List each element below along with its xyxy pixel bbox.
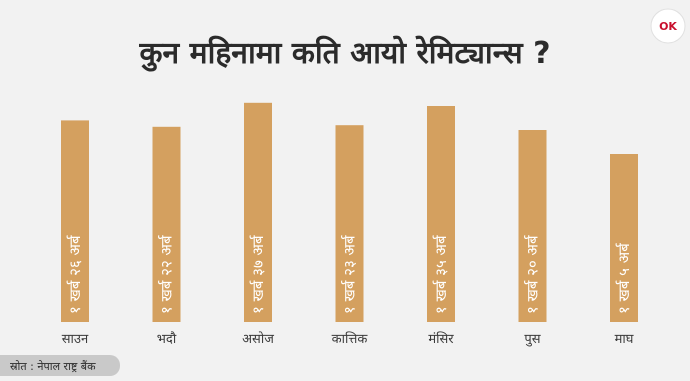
bar-value-label-4: १ खर्ब २३ अर्ब bbox=[341, 234, 359, 314]
bar-5 bbox=[427, 106, 455, 322]
bar-6 bbox=[518, 130, 547, 322]
bar-value-label-2: १ खर्ब २२ अर्ब bbox=[158, 234, 176, 314]
bar-4 bbox=[335, 125, 364, 322]
bar-value-label-1: १ खर्ब २६ अर्ब bbox=[66, 234, 84, 314]
bar-value-label-7: १ खर्ब ५ अर्ब bbox=[615, 242, 633, 314]
logo: OK bbox=[650, 8, 686, 44]
bar-value-label-6: १ खर्ब २० अर्ब bbox=[524, 234, 542, 314]
bar-labels-group: १ खर्ब २६ अर्ब १ खर्ब २२ अर्ब १ खर्ब ३७ अर… bbox=[66, 234, 633, 314]
chart-title: कुन महिनामा कति आयो रेमिट्यान्स ? bbox=[139, 35, 551, 72]
category-label-6: पुस bbox=[524, 332, 540, 347]
bar-value-label-3: १ खर्ब ३७ अर्ब bbox=[249, 234, 267, 314]
category-label-1: साउन bbox=[62, 332, 89, 347]
category-label-7: माघ bbox=[615, 332, 634, 347]
category-label-3: असोज bbox=[242, 331, 274, 347]
bar-value-label-5: १ खर्ब ३५ अर्ब bbox=[432, 234, 450, 314]
bar-2 bbox=[152, 126, 181, 322]
source-text: स्रोत : नेपाल राष्ट्र बैंक bbox=[10, 360, 96, 373]
category-labels-group: साउन भदौ असोज कात्तिक मंसिर पुस माघ bbox=[62, 331, 634, 347]
bar-1 bbox=[61, 120, 89, 323]
logo-mark: OK bbox=[659, 20, 677, 33]
bar-3 bbox=[244, 102, 272, 322]
bars-group bbox=[61, 102, 638, 323]
category-label-4: कात्तिक bbox=[332, 331, 369, 347]
source-tag: स्रोत : नेपाल राष्ट्र बैंक bbox=[0, 355, 120, 376]
category-label-5: मंसिर bbox=[428, 331, 454, 347]
bar-7 bbox=[610, 154, 638, 322]
category-label-2: भदौ bbox=[157, 331, 177, 347]
